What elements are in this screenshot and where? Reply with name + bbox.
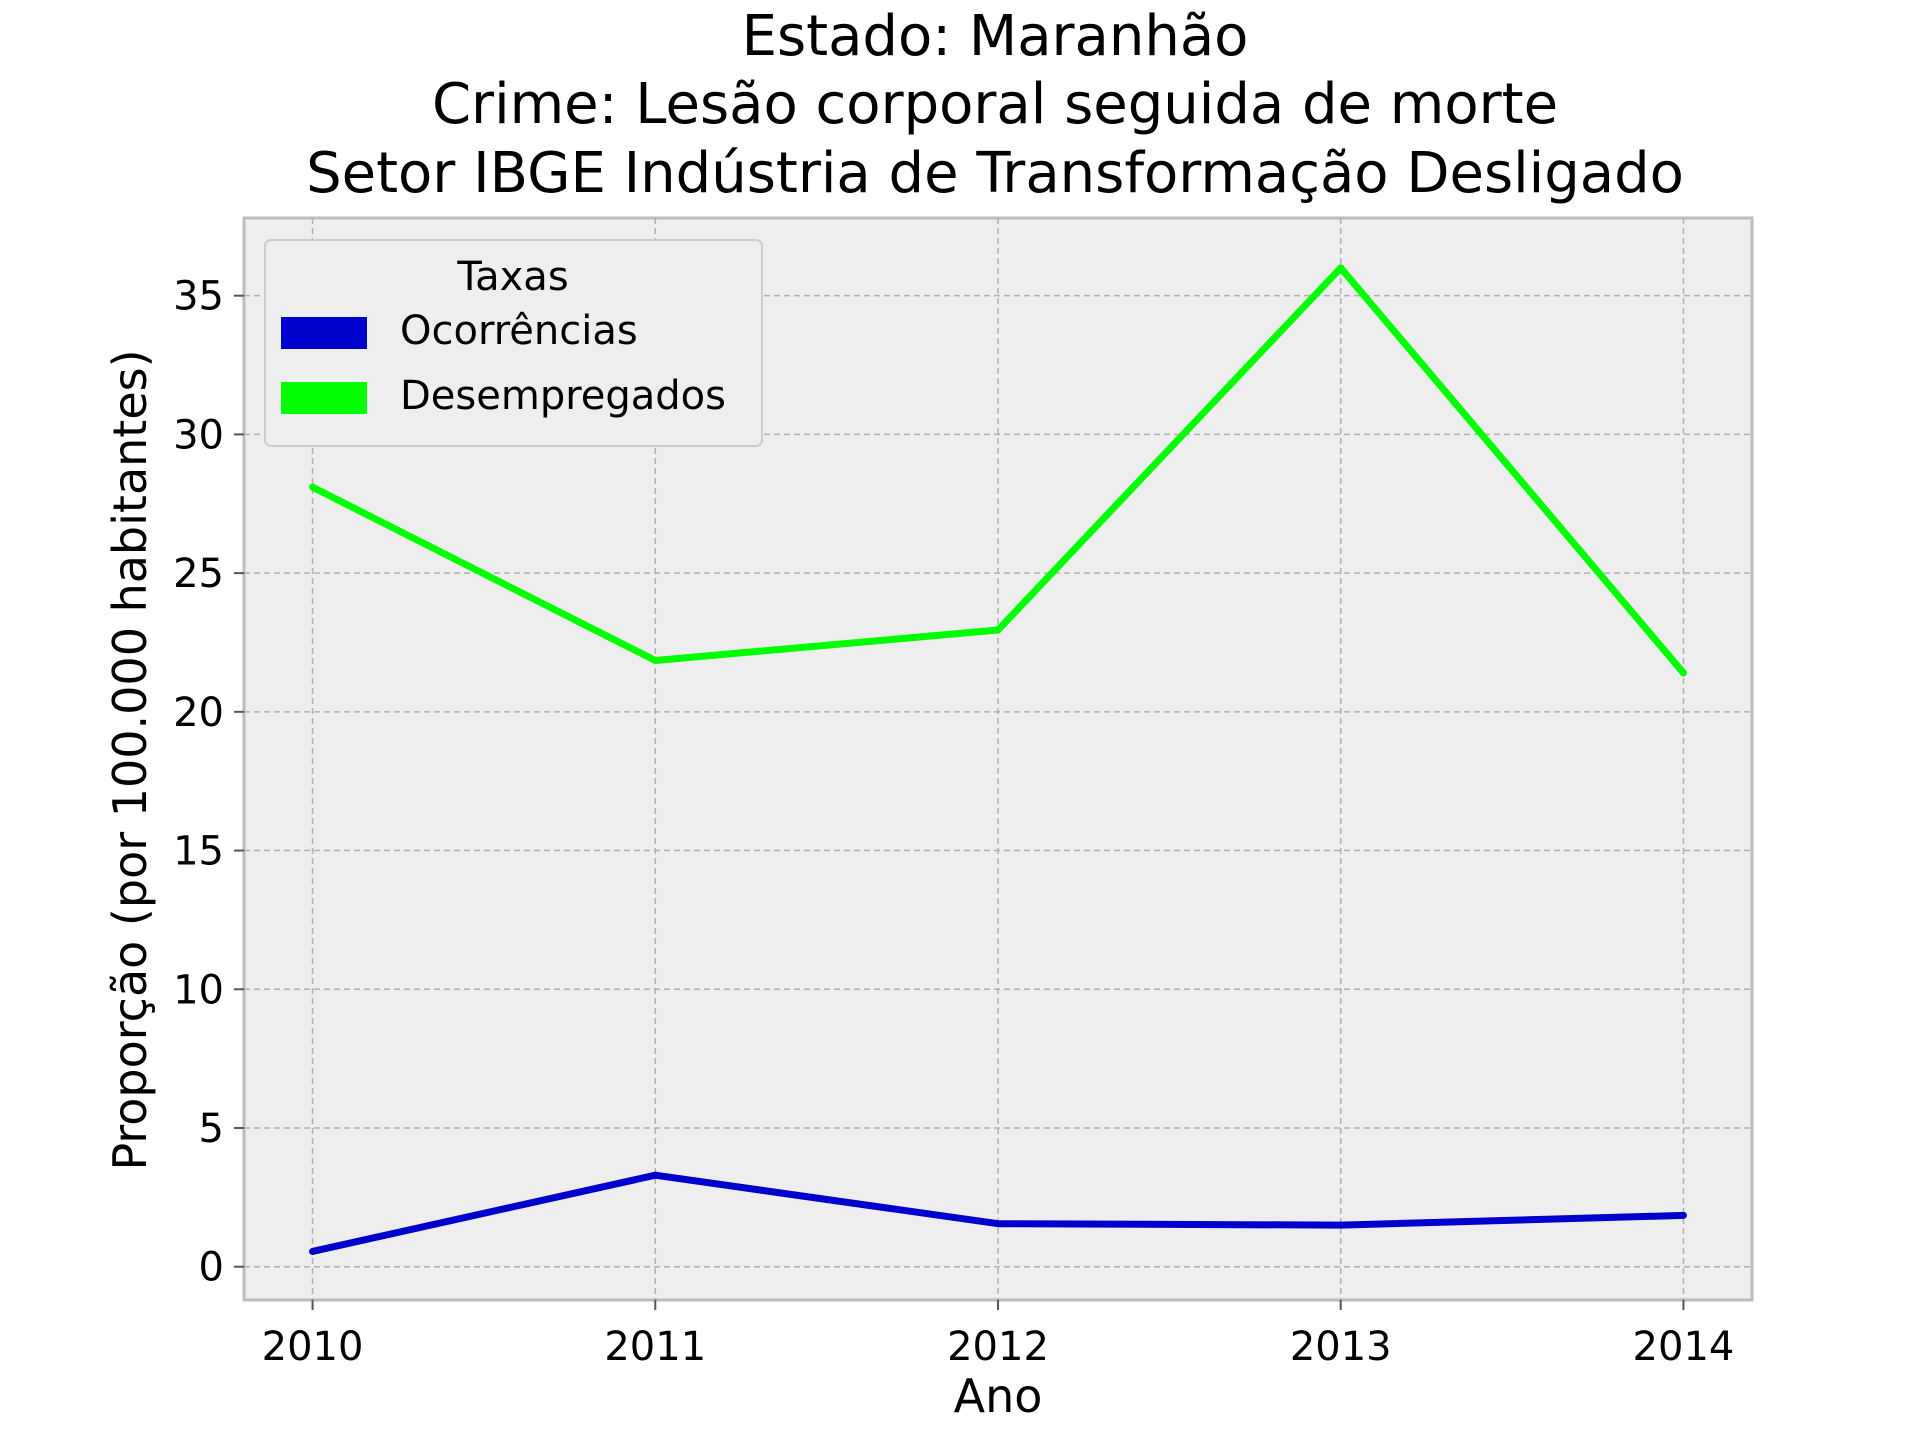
legend-swatch-1 (281, 317, 367, 349)
legend: Taxas Ocorrências Desempregados (264, 239, 763, 447)
data-point (994, 626, 1002, 634)
data-point (309, 483, 317, 491)
legend-box (264, 239, 763, 447)
x-tick-label: 2011 (604, 1324, 706, 1370)
title-line-2: Crime: Lesão corporal seguida de morte (432, 72, 1558, 137)
data-point (651, 657, 659, 665)
x-axis-label: Ano (954, 1369, 1043, 1423)
data-point (1679, 1211, 1687, 1219)
data-point (1679, 669, 1687, 677)
legend-swatch-2 (281, 382, 367, 414)
y-tick-label: 20 (173, 690, 224, 736)
x-tick-label: 2010 (262, 1324, 364, 1370)
y-axis-label: Proporção (por 100.000 habitantes) (103, 349, 157, 1170)
y-tick-label: 0 (199, 1245, 224, 1291)
chart-title: Estado: Maranhão Crime: Lesão corporal s… (306, 4, 1684, 206)
legend-title: Taxas (456, 254, 568, 300)
data-point (994, 1220, 1002, 1228)
data-point (1337, 264, 1345, 272)
y-axis-ticks: 0 5 10 15 20 25 30 35 (173, 274, 244, 1291)
x-tick-label: 2013 (1290, 1324, 1392, 1370)
y-tick-label: 10 (173, 967, 224, 1013)
legend-label-2: Desempregados (400, 373, 726, 419)
title-line-1: Estado: Maranhão (742, 4, 1249, 69)
x-axis-ticks: 2010 2011 2012 2013 2014 (262, 1300, 1735, 1370)
y-tick-label: 35 (173, 274, 224, 320)
y-tick-label: 5 (199, 1106, 224, 1152)
data-point (1337, 1221, 1345, 1229)
series-lines (309, 264, 1687, 1255)
y-tick-label: 25 (173, 551, 224, 597)
x-tick-label: 2012 (947, 1324, 1049, 1370)
data-point (309, 1247, 317, 1255)
data-point (651, 1171, 659, 1179)
y-tick-label: 15 (173, 829, 224, 875)
legend-label-1: Ocorrências (400, 308, 638, 354)
y-tick-label: 30 (173, 412, 224, 458)
title-line-3: Setor IBGE Indústria de Transformação De… (306, 141, 1684, 206)
x-tick-label: 2014 (1633, 1324, 1735, 1370)
